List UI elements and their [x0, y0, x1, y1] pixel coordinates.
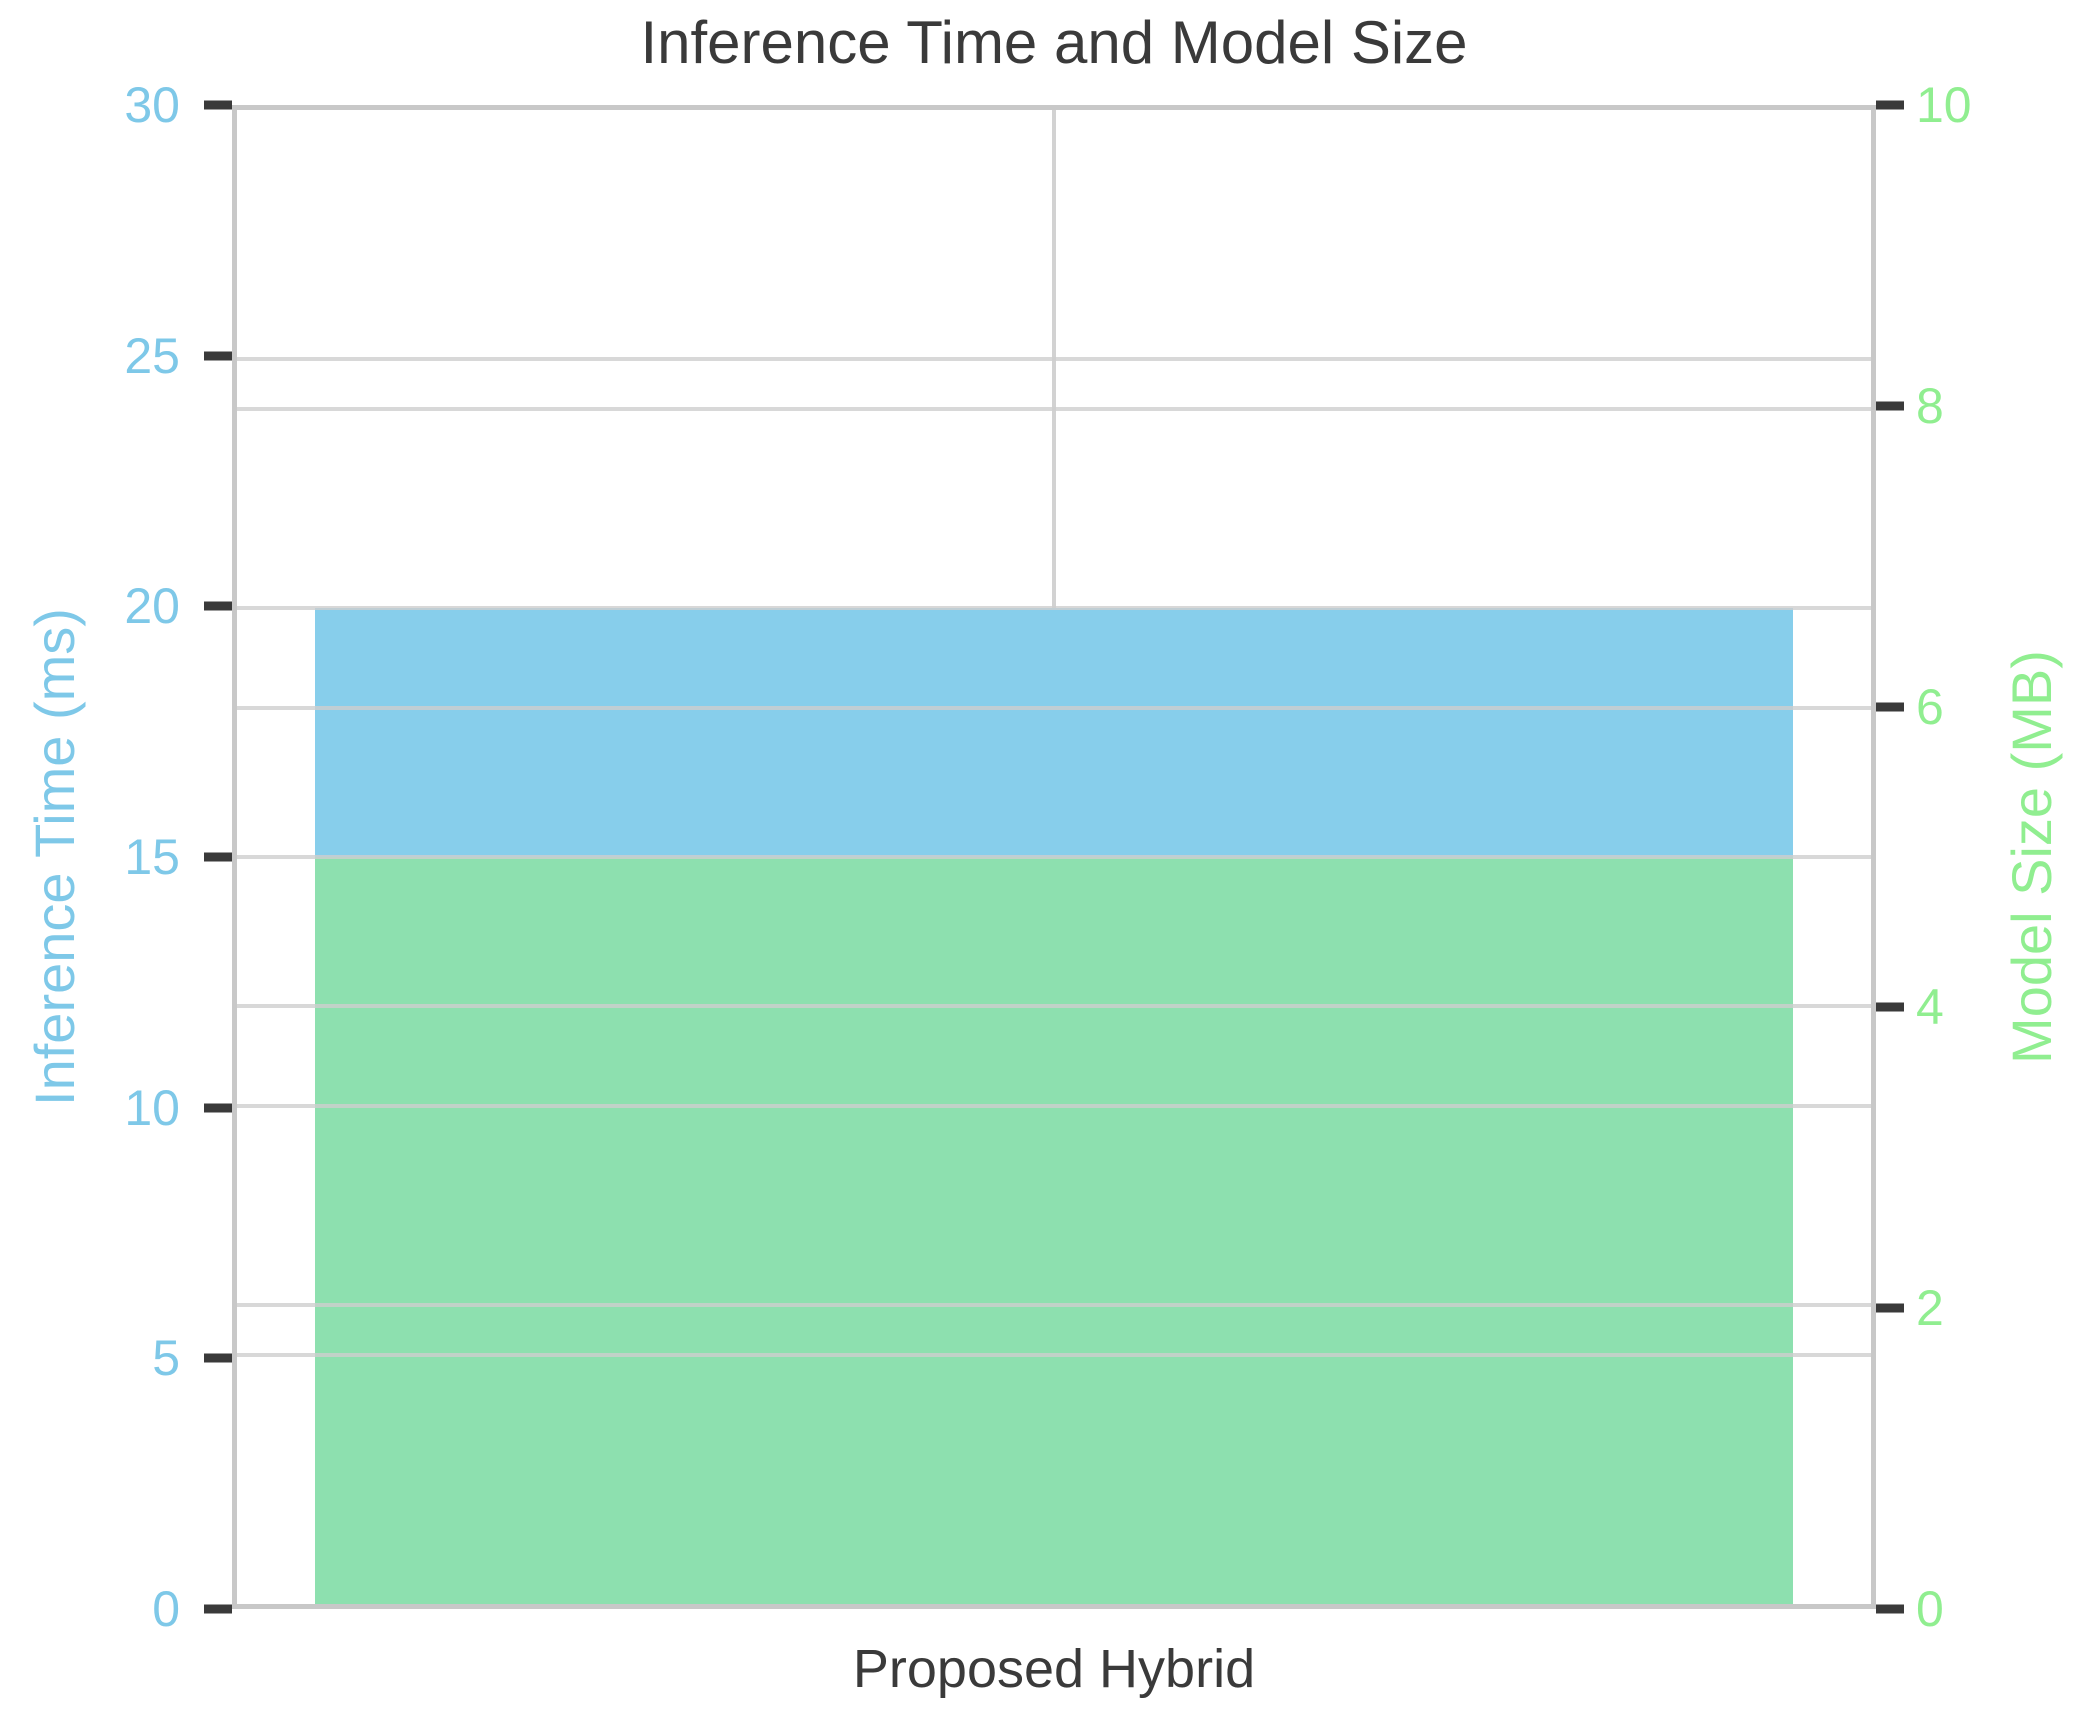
tick-label: 2 [1916, 1280, 1944, 1337]
tick-mark [204, 852, 232, 862]
tick-mark [1876, 1604, 1904, 1614]
tick-label: 25 [124, 327, 180, 384]
h-gridline [237, 605, 1871, 610]
left-axis-ticks [204, 100, 232, 1614]
tick-label: 15 [124, 829, 180, 885]
tick-mark [204, 1604, 232, 1614]
h-gridline [237, 1104, 1871, 1108]
h-gridline [237, 1303, 1871, 1308]
plot-area [232, 105, 1876, 1609]
x-tick-label: Proposed Hybrid [852, 1639, 1256, 1699]
tick-mark [204, 100, 232, 110]
tick-mark [1876, 1303, 1904, 1313]
h-gridline [237, 705, 1871, 710]
tick-mark [1876, 1002, 1904, 1012]
tick-mark [1876, 401, 1904, 411]
left-axis-tick-labels: 0 5 10 15 20 25 30 [0, 80, 192, 1634]
bar-model-size [315, 857, 1793, 1604]
tick-label: 5 [152, 1330, 180, 1387]
tick-mark [1876, 702, 1904, 712]
chart-title: Inference Time and Model Size [640, 9, 1468, 76]
tick-label: 0 [152, 1581, 180, 1637]
h-gridline [237, 855, 1871, 859]
tick-mark [204, 601, 232, 611]
tick-mark [204, 1103, 232, 1113]
tick-label: 8 [1916, 377, 1944, 434]
tick-label: 20 [124, 578, 180, 635]
h-gridline [237, 357, 1871, 361]
right-axis-ticks [1876, 100, 1904, 1614]
h-gridline [237, 406, 1871, 411]
tick-mark [204, 351, 232, 361]
tick-label: 6 [1916, 678, 1944, 735]
tick-label: 0 [1916, 1581, 1944, 1637]
tick-label: 10 [124, 1079, 180, 1136]
right-axis-tick-labels: 0 2 4 6 8 10 [1904, 80, 2064, 1634]
tick-mark [1876, 100, 1904, 110]
tick-mark [204, 1353, 232, 1363]
tick-label: 10 [1916, 77, 1972, 133]
tick-label: 4 [1916, 979, 1944, 1036]
tick-label: 30 [124, 77, 180, 133]
h-gridline [237, 1352, 1871, 1357]
h-gridline [237, 1004, 1871, 1009]
